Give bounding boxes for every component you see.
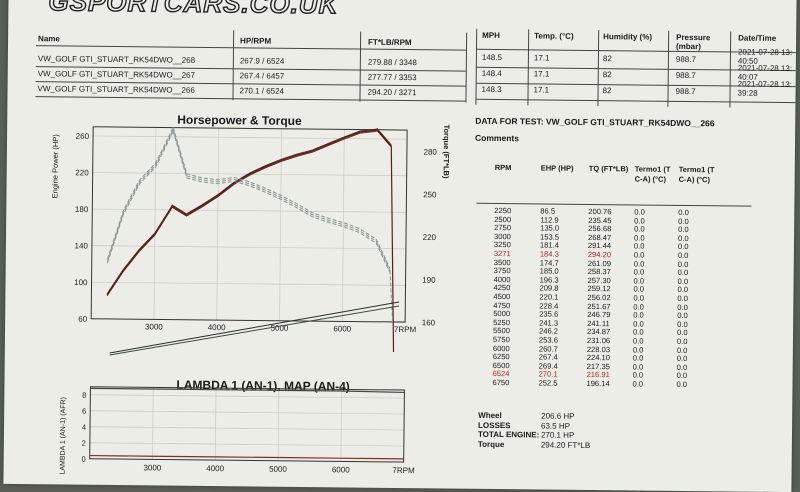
- power-drop: [390, 145, 395, 352]
- rpm-trace: [109, 305, 400, 356]
- lambda-x-tick: 3000: [143, 463, 161, 472]
- hp-x-tick: 6000: [333, 324, 351, 333]
- tq-y-tick: 160: [422, 318, 436, 327]
- tq-y-tick: 250: [423, 190, 437, 199]
- tq-y-tick: 190: [422, 276, 436, 285]
- grid-line-y: [92, 208, 407, 213]
- hp-plot-frame: [90, 126, 408, 323]
- grid-line-x: [214, 388, 217, 461]
- lambda-y-tick: 0: [81, 455, 85, 464]
- data-header: EHP (HP): [540, 163, 574, 173]
- summary-value: 294.20 FT*LB: [540, 439, 591, 450]
- summary-label: Torque: [477, 439, 505, 449]
- lambda-series: [90, 387, 405, 394]
- hp-y-tick: 180: [75, 205, 89, 214]
- grid-line-y: [93, 135, 408, 140]
- tq-y-tick: 220: [423, 233, 437, 242]
- dyno-sheet: GSPORTCARS.CO.UK Name HP/RPM FT*LB/RPM VW_G…: [3, 0, 797, 492]
- lambda-y-tick: 2: [82, 439, 86, 448]
- grid-line-x: [277, 388, 280, 461]
- data-header: TQ (FT*LB): [588, 163, 629, 174]
- summary-label: Wheel: [478, 410, 502, 421]
- data-cell: 6750: [492, 377, 510, 388]
- grid-line-y: [90, 410, 405, 415]
- power-curve: [106, 128, 392, 296]
- hp-x-tick: 3000: [145, 322, 163, 331]
- grid-line-x: [340, 389, 342, 462]
- grid-line-x: [152, 387, 154, 460]
- lambda-plot-frame: [89, 386, 405, 463]
- summary-label: LOSSES: [478, 420, 511, 430]
- grid-line-x: [216, 128, 220, 321]
- lambda-y-tick: 6: [82, 407, 86, 416]
- summary-value: 206.6 HP: [541, 411, 575, 421]
- grid-line-y: [91, 281, 406, 286]
- torque-curve: [106, 127, 391, 271]
- grid-line-y: [90, 426, 405, 431]
- power-curve: [106, 130, 392, 297]
- torque-curve: [106, 129, 391, 273]
- torque-drop: [389, 270, 394, 322]
- data-header: Termo1 (T C-A) (°C): [634, 164, 671, 184]
- rpm-trace: [109, 301, 400, 354]
- summary-value: 270.1 HP: [540, 430, 575, 440]
- hp-x-tick: 5000: [271, 324, 289, 333]
- hp-x-tick: 4000: [208, 323, 226, 332]
- tq-y-tick: 280: [424, 148, 438, 157]
- hp-y-tick: 60: [78, 315, 88, 324]
- data-header: Termo1 (T C-A) (°C): [678, 164, 715, 185]
- hp-torque-chart: 60 100 140 180 220 260 160 190 220 250 280 3000 4000…: [74, 125, 438, 356]
- lambda-x-tick: 6000: [332, 465, 350, 474]
- lambda-x-tick: 4000: [206, 464, 224, 473]
- hp-y-tick: 220: [75, 168, 89, 177]
- summary-label: TOTAL ENGINE:: [477, 429, 540, 440]
- data-cell: 0.0: [676, 379, 688, 390]
- lambda-y-tick: 4: [82, 423, 86, 432]
- lambda-series: [89, 454, 404, 460]
- grid-line-x: [341, 129, 345, 322]
- data-cell: 196.14: [586, 378, 610, 389]
- hp-y-tick: 140: [75, 241, 89, 250]
- lambda-y-tick: 8: [82, 391, 86, 400]
- lambda-x-tick: 7RPM: [392, 466, 415, 475]
- summary-value: 63.5 HP: [541, 420, 571, 431]
- grid-line-x: [153, 127, 157, 320]
- hp-y-tick: 260: [76, 132, 90, 141]
- grid-line-y: [89, 442, 404, 447]
- hp-x-tick: 7RPM: [394, 325, 417, 334]
- data-header: RPM: [494, 162, 512, 173]
- data-cell: 252.5: [538, 378, 558, 388]
- data-cell: 0.0: [632, 379, 644, 389]
- lambda-chart: 0 2 4 6 8 3000 4000 5000 6000 7RPM: [81, 386, 415, 475]
- torque-curve: [107, 125, 391, 269]
- hp-y-tick: 100: [74, 278, 88, 287]
- lambda-x-tick: 5000: [269, 465, 287, 474]
- comments-label: Comments: [475, 132, 520, 144]
- power-curve: [106, 128, 392, 294]
- grid-line-y: [90, 394, 405, 399]
